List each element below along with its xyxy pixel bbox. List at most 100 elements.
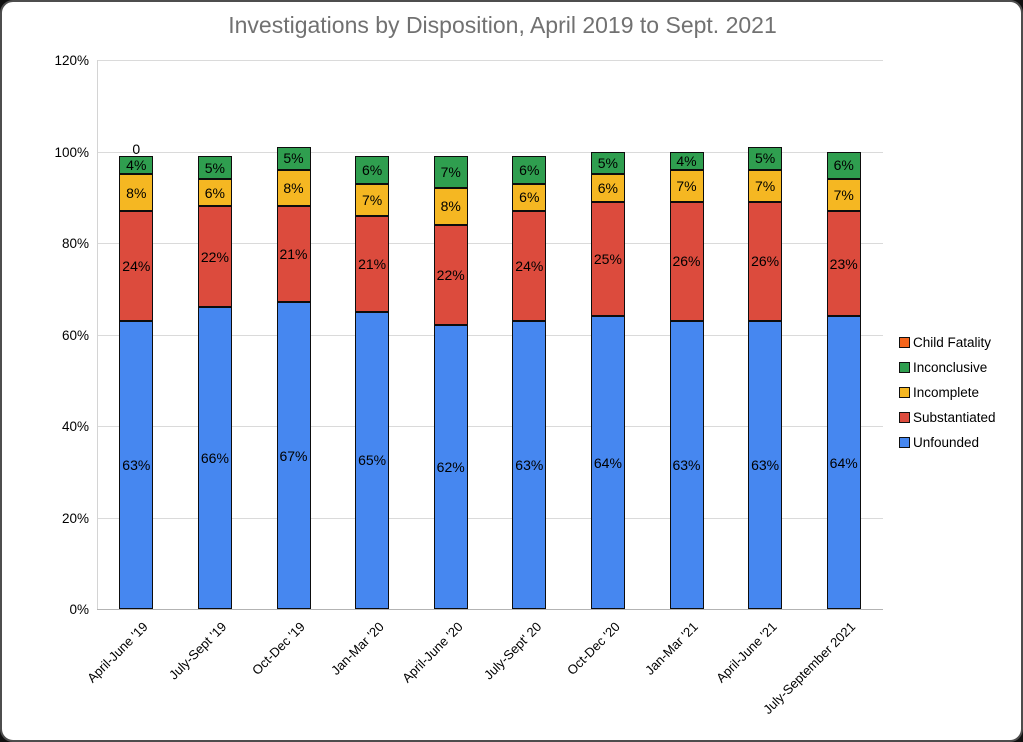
legend-item: Unfounded [899, 433, 996, 451]
bar-segment: 24% [119, 210, 154, 321]
bar-segment: 26% [748, 201, 783, 321]
legend-swatch-icon [899, 411, 910, 423]
bar-segment-label: 6% [597, 180, 618, 197]
legend-label: Substantiated [913, 409, 996, 425]
legend: Child Fatality Inconclusive Incomplete Subs… [899, 333, 996, 451]
legend-item: Inconclusive [899, 358, 996, 376]
gridline [97, 151, 883, 153]
bar-segment-label: 24% [122, 257, 151, 274]
bar-segment-label: 5% [597, 154, 618, 171]
gridline [97, 609, 883, 610]
bar-segment-label: 22% [436, 267, 465, 284]
legend-item: Substantiated [899, 408, 996, 426]
bar-segment-label: 8% [283, 180, 304, 197]
bar-segment-label: 64% [829, 454, 858, 471]
bar-segment-label: 24% [515, 257, 544, 274]
bar-segment-label: 63% [122, 456, 151, 473]
bar-segment: 8% [433, 188, 468, 225]
gridline [97, 243, 883, 244]
bar: 63% 26% 7% 4% [669, 151, 704, 609]
bar-segment: 22% [197, 206, 232, 308]
bar-segment-label: 7% [833, 186, 854, 203]
bar-segment-label: 26% [672, 253, 701, 270]
legend-swatch-icon [899, 361, 910, 373]
bar-segment-label: 6% [519, 189, 540, 206]
bar-segment-label: 5% [283, 150, 304, 167]
bar-segment-label: 65% [358, 452, 387, 469]
bar-segment-label: 64% [593, 454, 622, 471]
bar-segment-label: 21% [358, 255, 387, 272]
bar-segment: 6% [512, 183, 547, 211]
legend-swatch-icon [899, 436, 910, 448]
y-axis-tick-label: 120% [54, 53, 89, 68]
bar-segment-label: 63% [515, 456, 544, 473]
bar-segment-label: 5% [754, 150, 776, 167]
legend-label: Inconclusive [913, 359, 988, 375]
bar-segment: 8% [276, 169, 311, 207]
bar-segment-label: 6% [519, 161, 540, 178]
gridline [97, 517, 883, 519]
bar-segment: 7% [748, 169, 783, 202]
legend-item: Child Fatality [899, 333, 996, 351]
bar-segment: 6% [590, 174, 625, 202]
bar-segment-label: 7% [440, 164, 461, 181]
bar-segment-label: 6% [833, 157, 854, 174]
bar-segment: 7% [669, 169, 704, 202]
bar-segment-label: 6% [361, 161, 383, 178]
bar-segment: 26% [669, 201, 704, 321]
bar-segment: 5% [590, 151, 625, 175]
x-axis-category-label: Oct-Dec '19 [249, 619, 309, 678]
bar-segment-label: 21% [279, 246, 308, 263]
bar: 64% 23% 7% 6% [826, 151, 861, 609]
bar-segment: 63% [119, 320, 154, 609]
bar-segment-label: 4% [676, 152, 697, 169]
legend-swatch-icon [899, 386, 910, 398]
gridline [97, 426, 883, 427]
y-axis-tick-label: 0% [69, 602, 89, 617]
x-axis-category-label: April-June '21 [713, 619, 780, 686]
bar-segment-label: 26% [751, 253, 780, 270]
bar-segment: 62% [433, 325, 468, 609]
bar-segment: 24% [512, 210, 547, 321]
gridline [97, 60, 883, 61]
bar-segment: 5% [276, 146, 311, 170]
bar-segment: 5% [197, 156, 232, 179]
bar-segment-label: 7% [676, 177, 697, 194]
y-axis-tick-label: 80% [61, 236, 89, 251]
bar-segment: 8% [119, 174, 154, 211]
gridline [97, 334, 883, 336]
bar-segment-label: 5% [204, 159, 225, 176]
bar-segment: 6% [826, 151, 861, 179]
bar-segment-label: 25% [593, 251, 622, 268]
bar-segment: 7% [826, 178, 861, 211]
bar: 63% 24% 6% 6% [512, 156, 547, 609]
bar-segment-label: 7% [361, 191, 383, 208]
x-axis-category-label: Oct-Dec '20 [563, 619, 623, 678]
bar-segment: 63% [512, 320, 547, 609]
bar-segment: 67% [276, 302, 311, 609]
x-axis-category-label: April-June '19 [84, 619, 151, 686]
bar-segment-label: 8% [440, 198, 461, 215]
bar-segment: 21% [276, 206, 311, 303]
bar-segment-label: 67% [279, 447, 308, 464]
bar-segment: 22% [433, 224, 468, 326]
legend-label: Child Fatality [913, 334, 992, 350]
y-axis-tick-label: 100% [54, 144, 89, 160]
bar-segment: 63% [748, 320, 783, 609]
bar-segment: 25% [590, 201, 625, 317]
x-axis-category-label: July-Sept '19 [166, 619, 230, 683]
bar: 62% 22% 8% 7% [433, 156, 468, 609]
zero-data-label: 0 [132, 141, 141, 158]
bar-segment: 4% [119, 156, 154, 175]
legend-label: Unfounded [913, 434, 980, 450]
bar-segment: 64% [590, 316, 625, 609]
bar-segment-label: 7% [754, 177, 776, 194]
y-axis-tick-label: 40% [61, 419, 89, 434]
x-axis-category-label: Jan-Mar '20 [327, 619, 387, 678]
y-axis-tick-label: 60% [61, 327, 89, 343]
legend-item: Incomplete [899, 383, 996, 401]
bar-segment-label: 63% [672, 456, 701, 473]
bar: 66% 22% 6% 5% [197, 156, 232, 609]
bar-segment: 5% [748, 146, 783, 170]
